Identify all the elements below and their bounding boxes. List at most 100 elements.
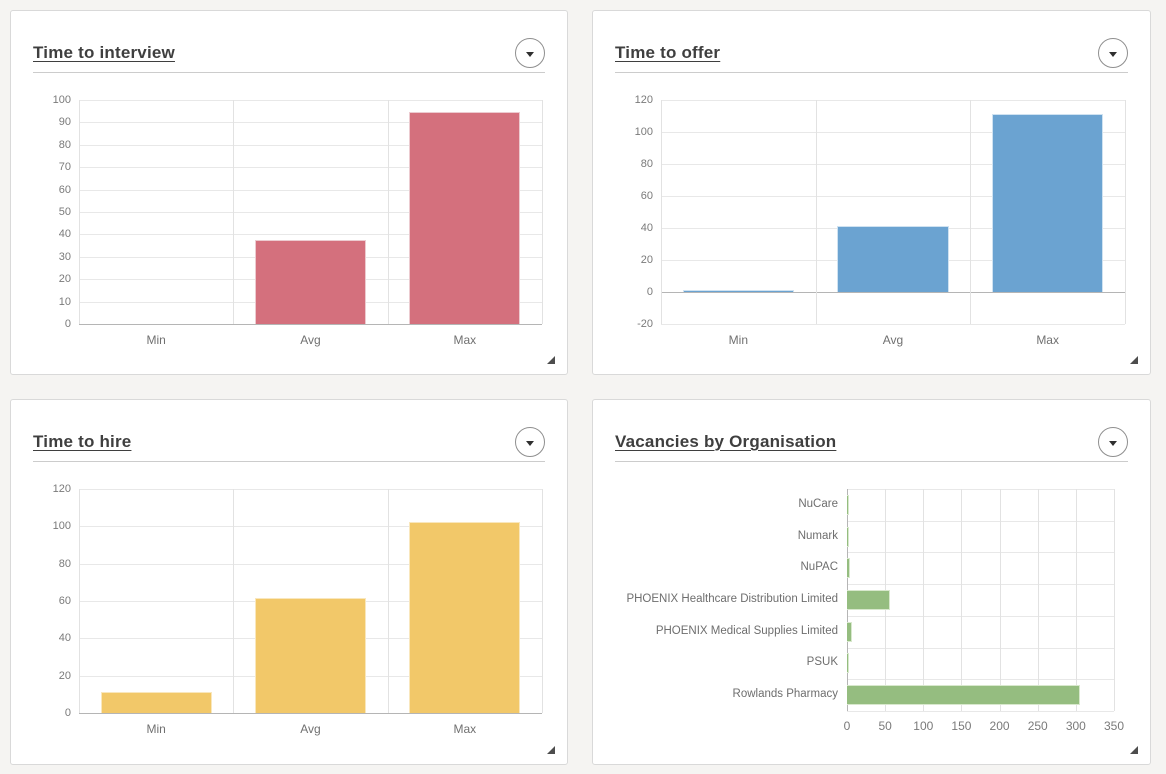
gridline xyxy=(847,711,1114,712)
gridline xyxy=(233,489,235,713)
category-label: PSUK xyxy=(806,656,838,669)
bar-avg[interactable] xyxy=(837,225,949,292)
category-label: PHOENIX Healthcare Distribution Limited xyxy=(626,593,838,605)
gridline xyxy=(661,132,1125,133)
y-tick-label: 60 xyxy=(58,183,71,196)
resize-grip-icon[interactable] xyxy=(547,356,555,364)
bar-rowlands-pharmacy[interactable] xyxy=(847,685,1080,706)
y-tick-label: 0 xyxy=(646,286,653,298)
plot-area xyxy=(661,100,1126,325)
category-label: Max xyxy=(1036,333,1059,347)
resize-grip-icon[interactable] xyxy=(1130,356,1138,364)
y-tick-label: 30 xyxy=(58,250,71,263)
panel-title-link[interactable]: Time to hire xyxy=(33,432,132,451)
y-tick-label: 120 xyxy=(634,94,653,106)
gridline xyxy=(233,100,235,324)
chevron-down-icon xyxy=(1109,51,1117,57)
panel-title-link[interactable]: Vacancies by Organisation xyxy=(615,432,837,451)
panel-vacancies-by-organisation: Vacancies by Organisation 0 50 100 150 200 25… xyxy=(592,399,1151,765)
gridline xyxy=(542,100,543,324)
gridline xyxy=(542,489,543,713)
y-tick-label: 50 xyxy=(58,206,71,218)
panel-header: Time to hire xyxy=(33,426,545,458)
y-tick-label: 60 xyxy=(640,190,653,202)
category-label: NuPAC xyxy=(800,561,839,574)
gridline xyxy=(79,489,80,713)
panel-title-link[interactable]: Time to interview xyxy=(33,43,175,62)
y-tick-label: 90 xyxy=(58,116,71,129)
time-to-hire-chart: 0 20 40 60 80 100 120 Min Avg Max xyxy=(31,483,545,741)
collapse-button[interactable] xyxy=(1098,427,1128,457)
y-tick-label: 0 xyxy=(64,707,71,719)
header-divider xyxy=(33,72,545,73)
plot-area xyxy=(847,489,1115,712)
gridline xyxy=(79,100,542,101)
gridline xyxy=(847,520,1114,522)
panel-title-link[interactable]: Time to offer xyxy=(615,43,721,62)
bar-nucare[interactable] xyxy=(847,494,850,515)
category-label: Avg xyxy=(300,333,321,347)
bar-nupac[interactable] xyxy=(847,558,851,579)
gridline xyxy=(1114,489,1115,711)
y-tick-label: 100 xyxy=(52,94,71,106)
panel-header: Time to offer xyxy=(615,37,1128,69)
category-label: Avg xyxy=(882,333,904,347)
y-tick-label: 20 xyxy=(640,254,653,266)
category-label: Max xyxy=(453,722,477,736)
bar-max[interactable] xyxy=(409,112,521,324)
bar-max[interactable] xyxy=(991,114,1104,292)
bar-min[interactable] xyxy=(682,290,794,293)
gridline xyxy=(847,615,1114,617)
gridline xyxy=(79,526,542,528)
gridline xyxy=(1125,100,1126,324)
collapse-button[interactable] xyxy=(515,427,545,457)
x-tick-label: 150 xyxy=(951,719,972,733)
gridline xyxy=(79,144,542,146)
bar-phoenix-healthcare-distribution-limited[interactable] xyxy=(847,590,891,610)
y-tick-label: 80 xyxy=(58,557,71,570)
gridline xyxy=(961,489,963,711)
panel-header: Time to interview xyxy=(33,37,545,69)
header-divider xyxy=(615,461,1128,462)
gridline xyxy=(815,100,817,324)
category-label: Avg xyxy=(300,722,321,736)
chevron-down-icon xyxy=(526,51,534,57)
chevron-down-icon xyxy=(526,440,534,446)
plot-area xyxy=(79,100,543,325)
x-tick-label: 100 xyxy=(913,719,934,733)
gridline xyxy=(387,489,389,713)
x-tick-label: 350 xyxy=(1103,719,1125,733)
gridline xyxy=(1075,489,1077,711)
y-tick-label: 120 xyxy=(52,483,71,495)
panel-time-to-interview: Time to interview 0 10 20 30 40 50 60 70 80 90 100… xyxy=(10,10,568,375)
y-tick-label: 100 xyxy=(52,520,71,533)
bar-psuk[interactable] xyxy=(847,653,849,674)
y-tick-label: 40 xyxy=(58,228,71,241)
chevron-down-icon xyxy=(1109,440,1117,446)
bar-max[interactable] xyxy=(409,521,521,713)
bar-min[interactable] xyxy=(100,691,212,713)
gridline xyxy=(847,679,1114,681)
bar-avg[interactable] xyxy=(254,240,367,324)
collapse-button[interactable] xyxy=(515,38,545,68)
collapse-button[interactable] xyxy=(1098,38,1128,68)
header-divider xyxy=(615,72,1128,73)
category-label: Min xyxy=(728,333,748,347)
bar-avg[interactable] xyxy=(254,598,367,713)
gridline xyxy=(661,164,1125,165)
bar-numark[interactable] xyxy=(847,526,849,547)
category-label: Min xyxy=(146,333,166,347)
resize-grip-icon[interactable] xyxy=(1130,746,1138,754)
gridline xyxy=(847,489,1114,490)
gridline xyxy=(387,100,389,324)
y-tick-label: 40 xyxy=(58,632,71,645)
gridline xyxy=(661,100,1125,101)
gridline xyxy=(847,584,1114,586)
y-tick-label: 100 xyxy=(634,126,653,138)
category-label: Rowlands Pharmacy xyxy=(732,688,838,701)
resize-grip-icon[interactable] xyxy=(547,746,555,754)
bar-phoenix-medical-supplies-limited[interactable] xyxy=(847,621,852,642)
x-tick-label: 0 xyxy=(843,719,851,733)
panel-time-to-offer: Time to offer -20 0 20 40 60 80 100 120 Min Avg Ma… xyxy=(592,10,1151,375)
category-label: Min xyxy=(146,722,166,736)
